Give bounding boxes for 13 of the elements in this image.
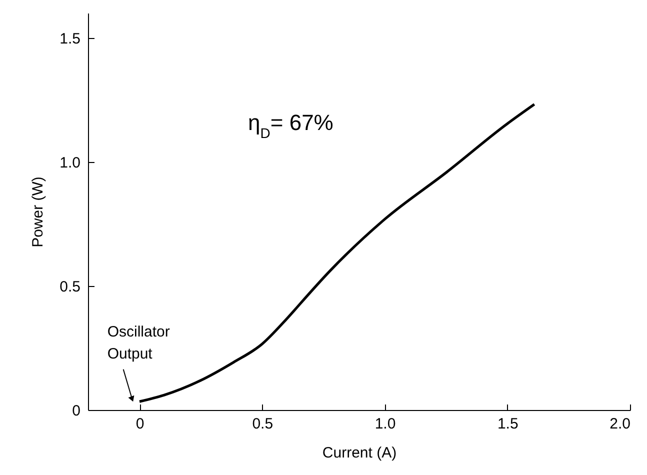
- x-tick-label: 1.5: [497, 416, 518, 432]
- x-axis-title: Current (A): [322, 444, 397, 462]
- y-tick-label: 0: [72, 402, 80, 420]
- y-tick-label: 1.0: [60, 154, 80, 172]
- x-tick-label: 0: [136, 416, 144, 432]
- x-tick-label: 2.0: [610, 416, 630, 432]
- y-tick-label: 0.5: [60, 278, 80, 296]
- x-tick-label: 1.0: [374, 416, 396, 432]
- y-axis-title: Power (W): [30, 176, 47, 248]
- annotation: Oscillator Output: [107, 323, 170, 362]
- y-tick-label: 1.5: [60, 30, 80, 48]
- x-tick-label: 0.5: [252, 416, 274, 432]
- annotation: η$_{D}$= 67%: [248, 110, 334, 141]
